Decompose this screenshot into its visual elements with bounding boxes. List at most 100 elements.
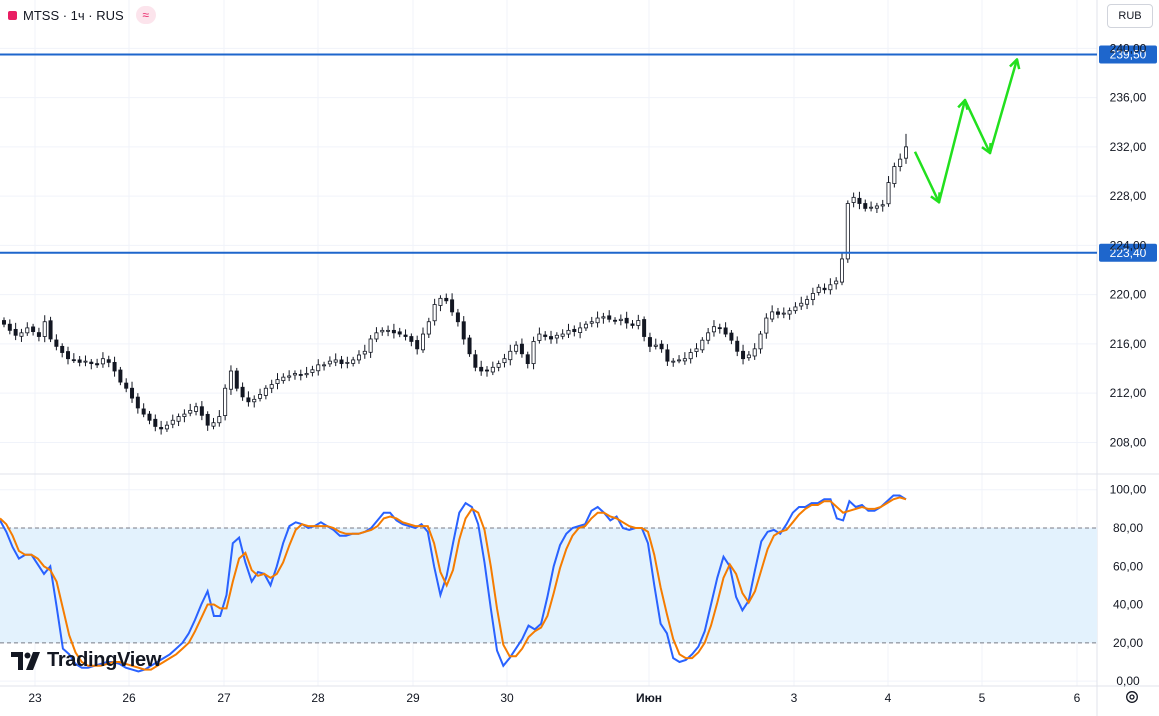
candle [473, 354, 478, 368]
candle [444, 297, 449, 302]
candle [351, 359, 356, 364]
forecast-path[interactable] [913, 59, 1019, 204]
candle [298, 374, 303, 376]
oscillator-tick-label: 40,00 [1113, 598, 1143, 612]
candle [479, 366, 484, 372]
candle [665, 349, 670, 362]
price-tick-label: 216,00 [1110, 337, 1147, 351]
candle [409, 336, 414, 342]
candle [688, 352, 693, 360]
candle [549, 336, 554, 340]
candle [892, 166, 897, 184]
candle [904, 146, 909, 159]
candle [310, 369, 315, 373]
candle [874, 205, 879, 209]
candle [799, 302, 804, 307]
candle [368, 338, 373, 353]
candle [787, 310, 792, 315]
candle [845, 203, 850, 260]
candle [362, 350, 367, 355]
time-tick-label: 3 [791, 691, 798, 705]
candle [828, 284, 833, 291]
candle [735, 340, 740, 352]
candle [659, 343, 664, 350]
forecast-arrowhead [957, 98, 969, 111]
candle [36, 332, 41, 337]
candle [467, 337, 472, 355]
candle [356, 354, 361, 361]
candle [112, 361, 117, 372]
candle [746, 354, 751, 359]
candle [642, 319, 647, 337]
candle [287, 375, 292, 378]
candle [426, 321, 431, 335]
symbol-header[interactable]: MTSS · 1ч · RUS ≈ [8, 5, 156, 25]
candle [380, 329, 385, 333]
time-tick-label: 6 [1074, 691, 1081, 705]
candle [199, 406, 204, 416]
forecast-arrowhead [930, 192, 941, 204]
candle [170, 419, 175, 425]
indicator-badge[interactable]: ≈ [135, 6, 156, 24]
candle [711, 326, 716, 333]
candle [572, 328, 577, 332]
candle [147, 413, 152, 421]
candle [7, 323, 12, 331]
candle [19, 332, 24, 337]
candle [583, 323, 588, 329]
candle [374, 332, 379, 340]
candle [95, 363, 100, 366]
price-tick-label: 208,00 [1110, 435, 1147, 449]
candle [106, 359, 111, 363]
candle [717, 327, 722, 330]
candle [839, 258, 844, 283]
candle [781, 312, 786, 315]
candle [601, 316, 606, 319]
candle [223, 387, 228, 416]
candle [653, 344, 658, 347]
candle [269, 384, 274, 389]
candle [851, 196, 856, 203]
candle [164, 424, 169, 430]
oscillator-line-d [0, 496, 907, 671]
candle [543, 334, 548, 337]
candle [228, 370, 233, 390]
candle [217, 416, 222, 424]
candle [124, 382, 129, 389]
currency-selector[interactable]: RUB [1107, 4, 1153, 28]
candle [723, 327, 728, 335]
candle [630, 323, 635, 326]
candle [729, 332, 734, 341]
candle [211, 422, 216, 427]
time-tick-label: 26 [122, 691, 136, 705]
candle [48, 320, 53, 340]
price-tick-label: 232,00 [1110, 140, 1147, 154]
candle [461, 321, 466, 340]
candle [496, 363, 501, 368]
candle [880, 204, 885, 207]
logo-text: TradingView [47, 649, 162, 671]
candle [13, 328, 18, 336]
candle [700, 339, 705, 351]
candle [793, 306, 798, 312]
candle [415, 340, 420, 350]
candle [71, 359, 76, 362]
candle [502, 358, 507, 364]
candle [130, 387, 135, 399]
candle [566, 329, 571, 335]
settings-gear-icon[interactable] [1125, 690, 1139, 704]
candle [450, 299, 455, 313]
time-tick-label: Июн [636, 691, 662, 705]
candle [485, 369, 490, 372]
forecast-arrowhead [1009, 58, 1021, 70]
candle [578, 327, 583, 333]
time-tick-label: 23 [28, 691, 42, 705]
candle [391, 329, 396, 334]
candle [886, 182, 891, 205]
price-tick-label: 212,00 [1110, 386, 1147, 400]
candle [246, 397, 251, 403]
candle [869, 206, 874, 209]
time-tick-label: 5 [979, 691, 986, 705]
candle [636, 320, 641, 326]
